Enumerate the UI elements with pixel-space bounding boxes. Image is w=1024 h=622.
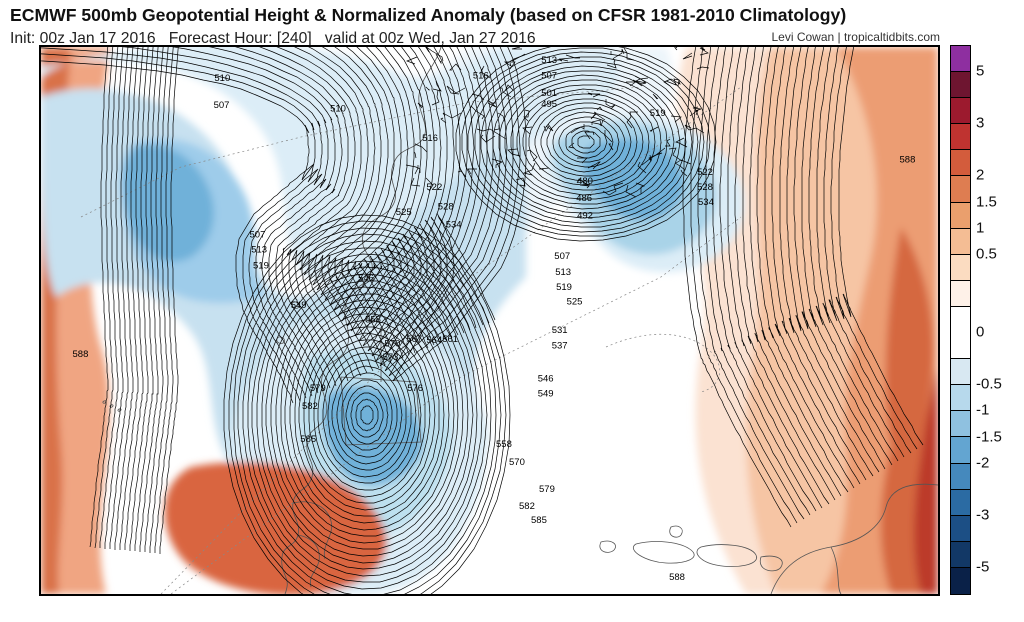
svg-text:507: 507 <box>214 100 230 111</box>
svg-text:549: 549 <box>538 389 554 400</box>
svg-text:588: 588 <box>669 572 685 583</box>
svg-text:522: 522 <box>697 167 713 178</box>
svg-text:588: 588 <box>900 154 916 165</box>
svg-text:531: 531 <box>552 325 568 336</box>
svg-text:582: 582 <box>519 501 535 512</box>
svg-text:585: 585 <box>531 515 547 526</box>
svg-text:510: 510 <box>330 103 346 114</box>
svg-text:519: 519 <box>253 261 269 272</box>
svg-text:519: 519 <box>556 282 572 293</box>
svg-text:516: 516 <box>422 133 438 144</box>
svg-text:507: 507 <box>554 251 570 262</box>
svg-text:492: 492 <box>577 211 593 222</box>
svg-text:588: 588 <box>73 349 89 360</box>
svg-text:528: 528 <box>697 182 713 193</box>
svg-text:576: 576 <box>407 383 423 394</box>
svg-text:564: 564 <box>426 335 442 346</box>
svg-text:522: 522 <box>426 182 442 193</box>
svg-text:570: 570 <box>509 457 525 468</box>
svg-text:525: 525 <box>567 297 583 308</box>
svg-text:549: 549 <box>291 300 307 311</box>
svg-text:537: 537 <box>552 340 568 351</box>
svg-text:579: 579 <box>539 484 555 495</box>
svg-text:513: 513 <box>555 267 571 278</box>
svg-text:546: 546 <box>538 373 554 384</box>
